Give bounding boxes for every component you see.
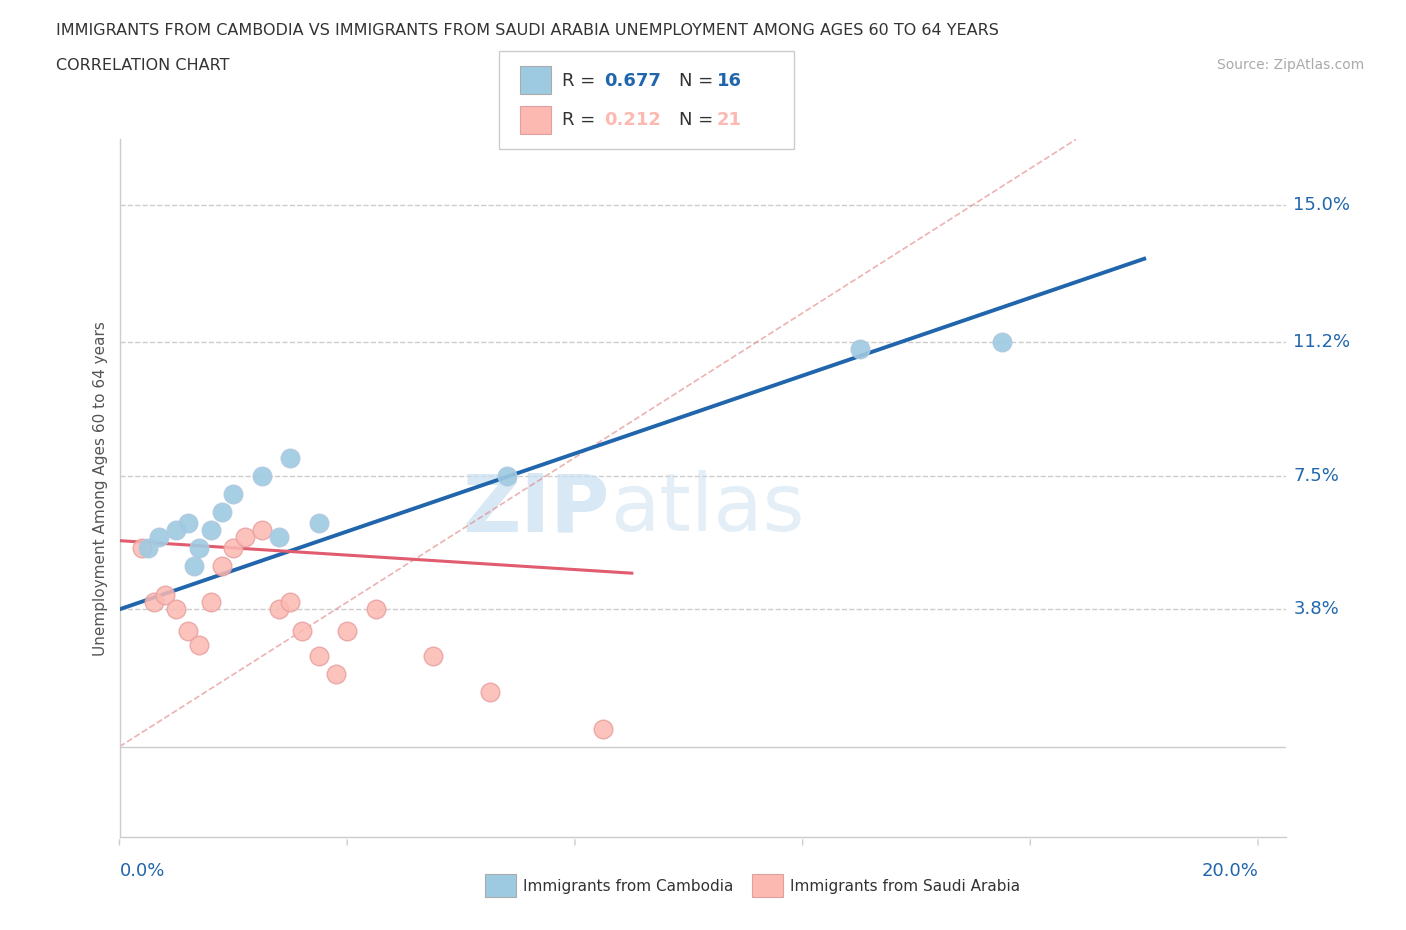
Text: R =: R =	[562, 72, 602, 89]
Point	[131, 540, 153, 555]
Point	[478, 685, 501, 700]
Point	[183, 559, 205, 574]
Point	[308, 515, 330, 530]
Text: 0.212: 0.212	[605, 112, 661, 129]
Point	[250, 523, 273, 538]
Text: 20.0%: 20.0%	[1201, 862, 1258, 880]
Text: CORRELATION CHART: CORRELATION CHART	[56, 58, 229, 73]
Point	[153, 588, 176, 603]
Point	[495, 468, 517, 483]
Text: Immigrants from Cambodia: Immigrants from Cambodia	[523, 879, 734, 894]
Text: N =: N =	[679, 72, 718, 89]
Text: 15.0%: 15.0%	[1294, 195, 1350, 214]
Point	[267, 529, 290, 544]
Point	[148, 529, 170, 544]
Point	[222, 540, 245, 555]
Point	[422, 649, 444, 664]
Point	[188, 638, 211, 653]
Point	[336, 623, 359, 638]
Point	[211, 504, 233, 519]
Point	[233, 529, 256, 544]
Text: Immigrants from Saudi Arabia: Immigrants from Saudi Arabia	[790, 879, 1021, 894]
Point	[165, 523, 187, 538]
Point	[177, 623, 200, 638]
Text: 3.8%: 3.8%	[1294, 601, 1339, 618]
Text: 0.0%: 0.0%	[120, 862, 165, 880]
Point	[188, 540, 211, 555]
Point	[848, 341, 870, 356]
Point	[592, 721, 614, 736]
Text: 7.5%: 7.5%	[1294, 467, 1340, 485]
Point	[200, 523, 222, 538]
Point	[136, 540, 159, 555]
Point	[211, 559, 233, 574]
Text: IMMIGRANTS FROM CAMBODIA VS IMMIGRANTS FROM SAUDI ARABIA UNEMPLOYMENT AMONG AGES: IMMIGRANTS FROM CAMBODIA VS IMMIGRANTS F…	[56, 23, 1000, 38]
Point	[308, 649, 330, 664]
Point	[325, 667, 347, 682]
Point	[222, 486, 245, 501]
Y-axis label: Unemployment Among Ages 60 to 64 years: Unemployment Among Ages 60 to 64 years	[93, 321, 108, 656]
Text: 16: 16	[717, 72, 742, 89]
Text: ZIP: ZIP	[463, 471, 610, 548]
Point	[200, 594, 222, 609]
Point	[267, 602, 290, 617]
Point	[364, 602, 387, 617]
Text: R =: R =	[562, 112, 602, 129]
Text: 11.2%: 11.2%	[1294, 333, 1351, 351]
Point	[142, 594, 165, 609]
Point	[278, 594, 301, 609]
Point	[250, 468, 273, 483]
Text: 0.677: 0.677	[605, 72, 661, 89]
Point	[991, 335, 1014, 350]
Point	[177, 515, 200, 530]
Text: N =: N =	[679, 112, 718, 129]
Text: Source: ZipAtlas.com: Source: ZipAtlas.com	[1216, 58, 1364, 72]
Point	[278, 450, 301, 465]
Point	[291, 623, 314, 638]
Text: atlas: atlas	[610, 471, 804, 548]
Point	[165, 602, 187, 617]
Text: 21: 21	[717, 112, 742, 129]
